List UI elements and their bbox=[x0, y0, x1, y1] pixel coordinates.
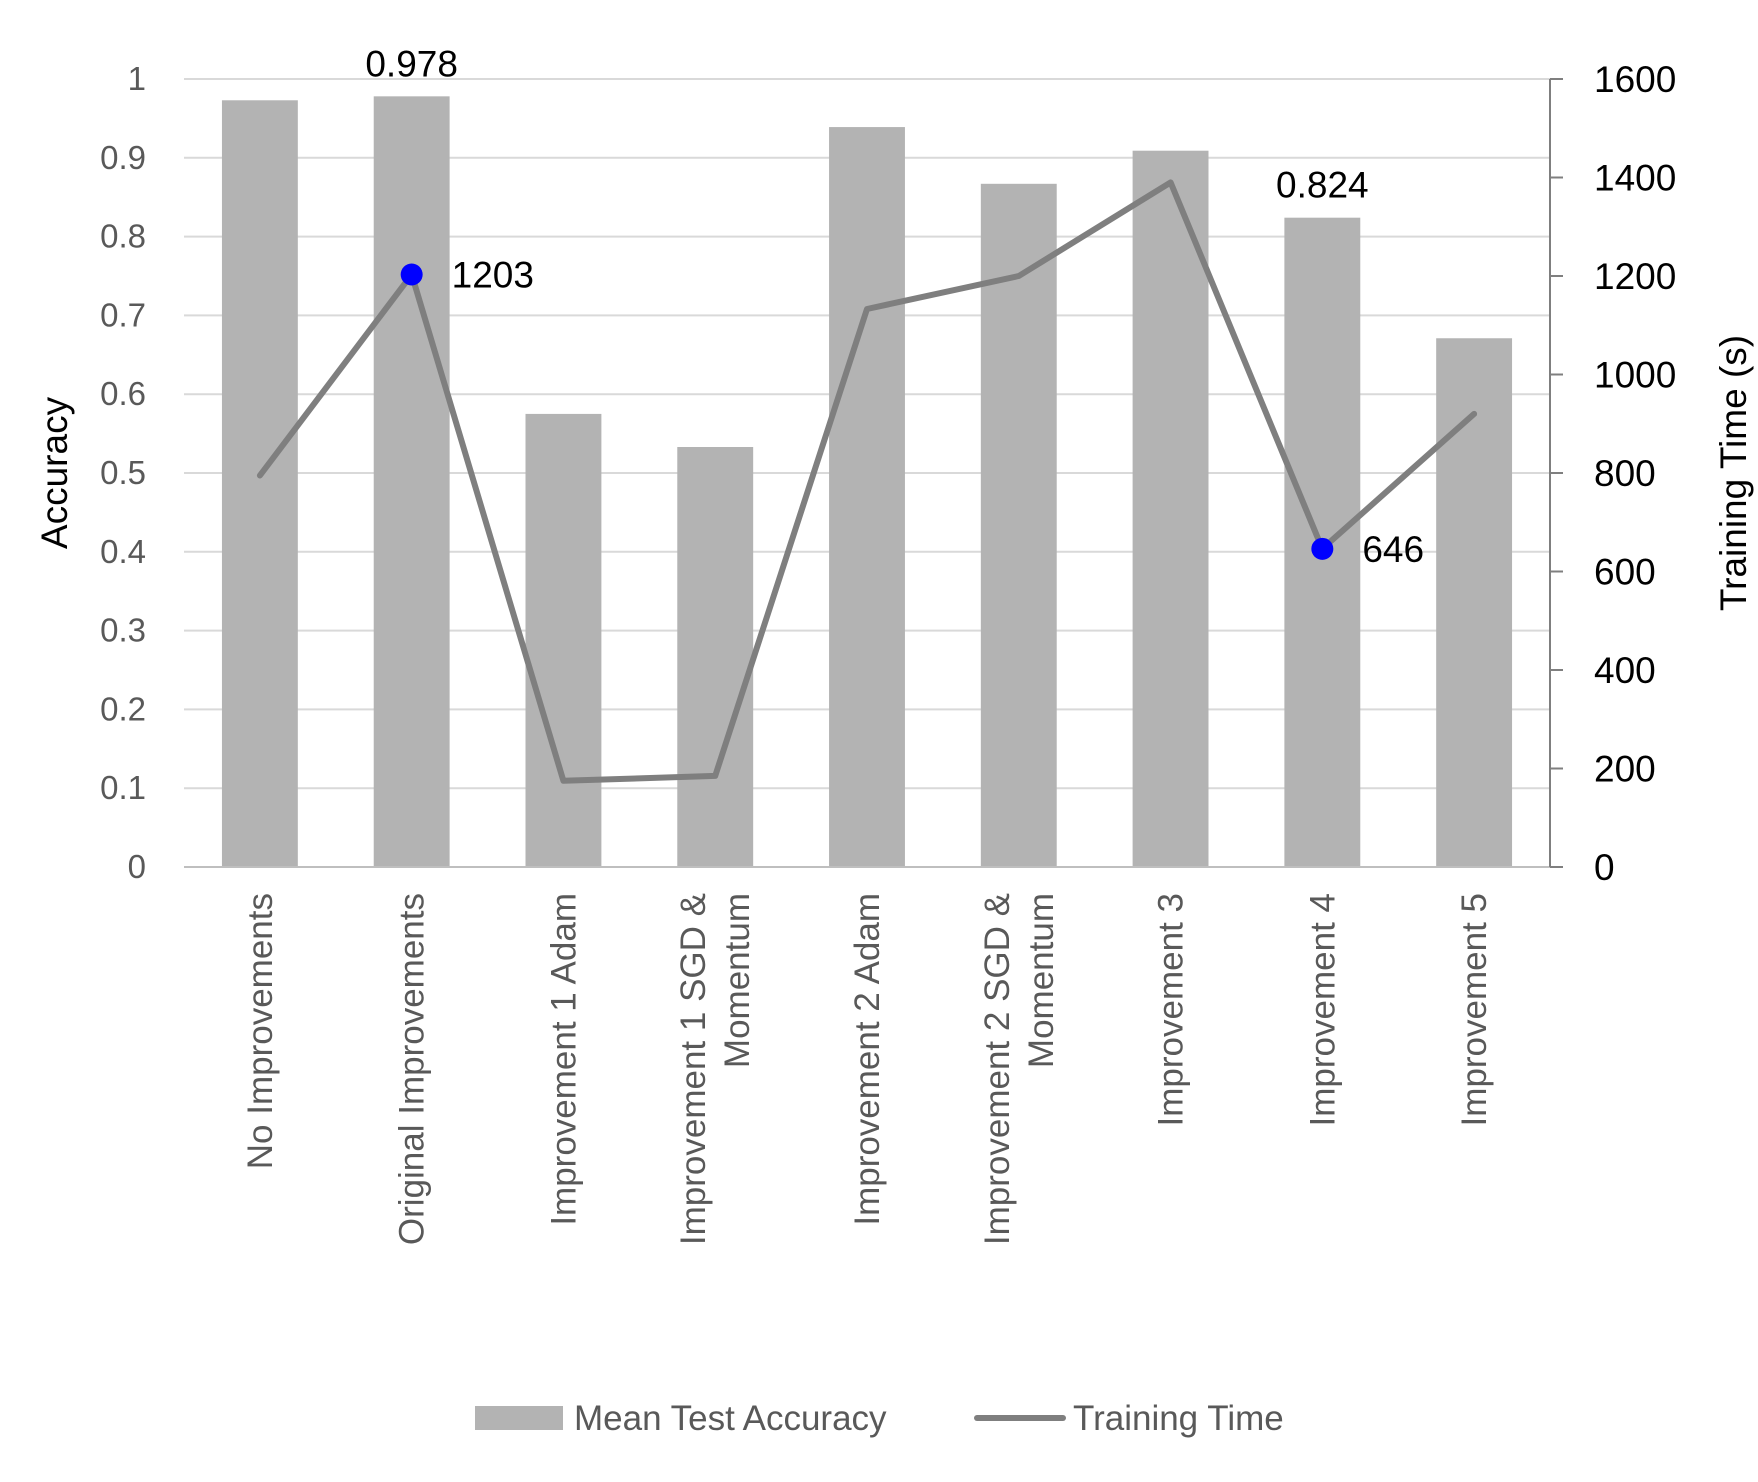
legend-label-training-time: Training Time bbox=[1073, 1399, 1284, 1438]
left-tick-label: 0.5 bbox=[100, 454, 146, 491]
left-tick-label: 0.4 bbox=[100, 533, 146, 570]
category-label: Improvement 3 bbox=[1152, 893, 1191, 1126]
category-label: No Improvements bbox=[241, 893, 280, 1169]
category-label: Improvement 2 Adam bbox=[848, 893, 887, 1226]
left-tick-label: 0.1 bbox=[100, 769, 146, 806]
right-tick-label: 1600 bbox=[1594, 59, 1676, 100]
right-tick-label: 1400 bbox=[1594, 158, 1676, 199]
legend-label-accuracy: Mean Test Accuracy bbox=[574, 1399, 887, 1438]
legend: Mean Test Accuracy Training Time bbox=[475, 1399, 1284, 1438]
category-label: Improvement 1 Adam bbox=[544, 893, 583, 1226]
training-time-label: 646 bbox=[1362, 529, 1424, 570]
left-tick-label: 0.9 bbox=[100, 139, 146, 176]
training-time-polyline bbox=[256, 179, 1478, 784]
left-tick-label: 0 bbox=[128, 848, 146, 885]
legend-swatch-accuracy bbox=[475, 1406, 563, 1430]
accuracy-bar bbox=[221, 100, 298, 867]
training-time-label: 1203 bbox=[452, 255, 534, 296]
left-tick-label: 0.3 bbox=[100, 612, 146, 649]
right-axis-title: Training Time (s) bbox=[1713, 335, 1754, 611]
left-axis-title: Accuracy bbox=[34, 396, 75, 549]
accuracy-bar-label: 0.978 bbox=[365, 43, 458, 84]
left-tick-label: 0.8 bbox=[100, 218, 146, 255]
right-tick-label: 1200 bbox=[1594, 256, 1676, 297]
accuracy-bar-label: 0.824 bbox=[1276, 165, 1369, 206]
accuracy-bar bbox=[525, 413, 602, 867]
right-tick-label: 800 bbox=[1594, 453, 1656, 494]
data-labels: 1203 646 0.978 0.824 bbox=[365, 43, 1424, 570]
accuracy-bar bbox=[373, 96, 450, 867]
left-tick-label: 0.2 bbox=[100, 690, 146, 727]
right-tick-label: 200 bbox=[1594, 749, 1656, 790]
accuracy-bar bbox=[1132, 150, 1209, 867]
accuracy-bar bbox=[829, 127, 905, 868]
category-label: Improvement 1 SGD & bbox=[674, 893, 713, 1245]
category-label: Momentum bbox=[1022, 893, 1061, 1068]
right-tick-label: 1000 bbox=[1594, 355, 1676, 396]
axis-text: 0 0.1 0.2 0.3 0.4 0.5 0.6 0.7 0.8 0.9 1 0 200 400 600 8… bbox=[34, 59, 1754, 1245]
left-tick-label: 1 bbox=[128, 60, 146, 97]
category-label: Improvement 4 bbox=[1303, 893, 1342, 1126]
category-label: Improvement 5 bbox=[1455, 893, 1494, 1126]
axes bbox=[184, 78, 1563, 868]
training-time-marker bbox=[1311, 537, 1334, 560]
left-tick-label: 0.7 bbox=[100, 296, 146, 333]
accuracy-bar bbox=[677, 446, 754, 867]
training-time-line bbox=[256, 179, 1478, 784]
right-tick-label: 400 bbox=[1594, 650, 1656, 691]
left-tick-label: 0.6 bbox=[100, 375, 146, 412]
bars bbox=[221, 96, 1513, 868]
right-tick-label: 0 bbox=[1594, 847, 1615, 888]
category-label: Momentum bbox=[718, 893, 757, 1068]
category-label: Improvement 2 SGD & bbox=[978, 893, 1017, 1245]
accuracy-bar bbox=[1436, 338, 1513, 867]
category-label: Original Improvements bbox=[393, 893, 432, 1245]
training-time-marker bbox=[400, 263, 423, 286]
accuracy-bar bbox=[980, 183, 1057, 867]
right-tick-label: 600 bbox=[1594, 552, 1656, 593]
